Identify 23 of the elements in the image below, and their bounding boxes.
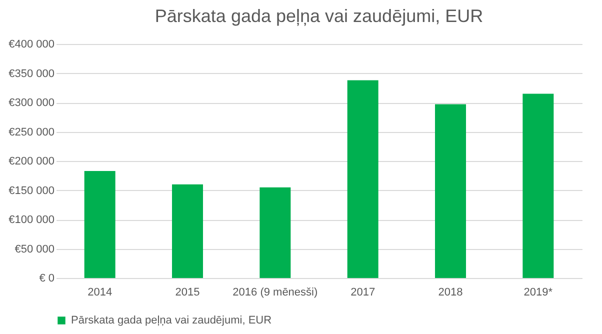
bar <box>435 104 466 278</box>
y-tick-label: € 0 <box>39 272 54 284</box>
x-tick-label: 2018 <box>438 286 463 298</box>
y-tick-label: €400 000 <box>8 38 54 50</box>
x-tick-label: 2017 <box>350 286 376 298</box>
bar <box>260 187 291 278</box>
x-tick-label: 2014 <box>88 286 112 298</box>
x-tick-label: 2019* <box>524 286 554 298</box>
bar <box>347 80 378 278</box>
bar <box>84 170 116 278</box>
bar <box>522 94 554 278</box>
chart-title: Pārskata gada peļņa vai zaudējumi, EUR <box>154 6 484 26</box>
legend-label: Pārskata gada peļņa vai zaudējumi, EUR <box>71 314 272 326</box>
y-tick-label: €250 000 <box>8 126 54 138</box>
y-tick-label: €200 000 <box>8 156 54 168</box>
x-tick-label: 2016 (9 mēnesši) <box>232 286 318 298</box>
y-tick-label: €300 000 <box>8 97 54 109</box>
y-tick-label: €150 000 <box>8 184 54 197</box>
y-tick-label: €100 000 <box>8 214 54 226</box>
y-tick-label: €50 000 <box>14 243 54 256</box>
y-tick-label: €350 000 <box>8 68 54 80</box>
x-tick-label: 2015 <box>175 286 200 298</box>
bar <box>172 184 203 278</box>
